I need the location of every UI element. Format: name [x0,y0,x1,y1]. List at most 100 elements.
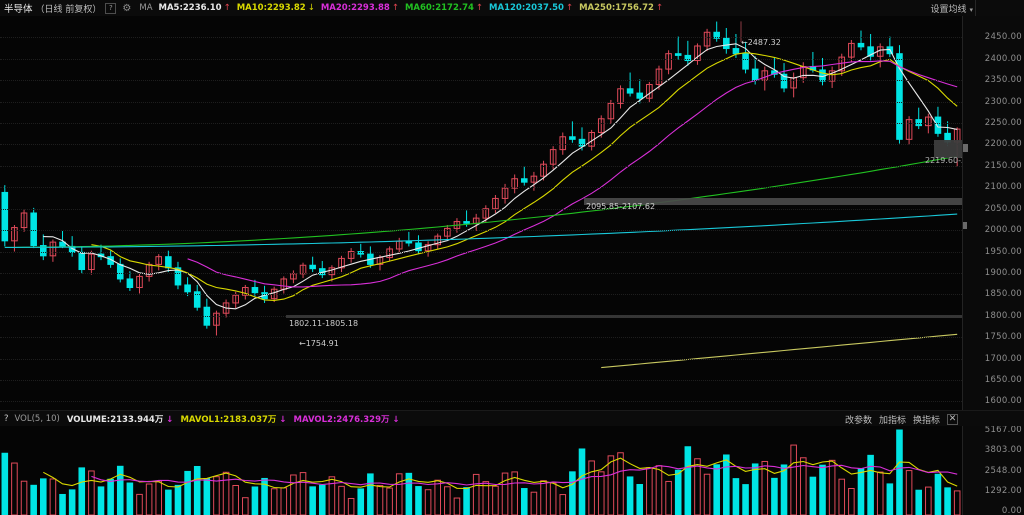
ma-line-ma20 [187,60,958,288]
price-gridline [0,187,962,189]
price-axis-label: 2450.00 [984,32,1022,43]
price-gridline [0,144,962,146]
price-gridline [0,101,962,103]
cursor-price-label: 2219.60-2254.37 [925,156,962,165]
mavol2-line [91,464,958,486]
volume-value-mavol2: MAVOL2:2476.329万 ↓ [293,415,400,425]
price-axis-label: 1900.00 [984,267,1022,278]
support-band-label: 1802.11-1805.18 [289,319,359,328]
price-axis-label: 2200.00 [984,139,1022,150]
low-price-annotation: ←1754.91 [299,339,339,348]
price-gridline [0,123,962,125]
axis-price-marker [963,144,968,152]
set-ma-button[interactable]: 设置均线 ▾ [930,2,975,15]
axis-price-marker-2 [963,222,967,229]
volume-axis-label: 0.00 [1001,506,1022,515]
ma-line-ma250 [601,333,958,369]
resistance-band-label: 2095.85-2107.62 [586,202,656,211]
price-gridline [0,37,962,39]
price-axis-label: 1800.00 [984,310,1022,321]
volume-axis-label: 3803.00 [984,445,1022,456]
volume-indicator-label[interactable]: VOL(5, 10) [14,414,60,424]
ma-trend-arrow: ↑ [475,3,484,13]
volume-help-icon[interactable]: ? [4,414,9,424]
volume-values-list: VOLUME:2133.944万 ↓ MAVOL1:2183.037万 ↓ MAVO… [60,413,400,425]
volume-bars-canvas[interactable] [0,426,962,515]
support-band [286,315,962,318]
candlestick-canvas[interactable] [0,16,962,410]
price-axis-label: 1850.00 [984,289,1022,300]
volume-trend-arrow: ↓ [389,415,400,425]
price-gridline [0,401,962,403]
ma-group-label: MA [139,3,153,13]
ma-trend-arrow: ↑ [655,3,664,13]
ma-value-ma60: MA60:2172.74 ↑ [404,3,484,13]
volume-axis-label: 5167.00 [984,426,1022,435]
price-chart-pane[interactable]: 2095.85-2107.62 1802.11-1805.18 ←2487.32… [0,16,962,410]
volume-axis-label: 2548.00 [984,465,1022,476]
mavol1-line [43,457,958,490]
period-label[interactable]: （日线 前复权） [35,4,102,15]
price-axis-label: 1600.00 [984,396,1022,407]
add-indicator-button[interactable]: 加指标 [878,415,906,426]
close-icon[interactable]: ✕ [947,413,958,425]
price-gridline [0,208,962,210]
ma-value-ma120: MA120:2037.50 ↑ [489,3,574,13]
price-axis-label: 2150.00 [984,160,1022,171]
ma-line-ma5 [43,43,958,310]
price-axis[interactable]: 2450.00 2400.00 2350.00 2300.00 2250.00 2200.… [962,16,1024,410]
ma-values-list: MA5:2236.10 ↑ MA10:2293.82 ↓ MA20:2293.88 ↑ MA… [153,3,664,13]
chart-header-bar: 半导体 （日线 前复权） ? ⚙ MA MA5:2236.10 ↑ MA10:229… [0,0,1024,17]
ma-line-ma60 [4,155,958,248]
change-params-button[interactable]: 改参数 [844,415,872,426]
price-gridline [0,380,962,382]
switch-indicator-button[interactable]: 换指标 [912,415,940,426]
price-axis-label: 2400.00 [984,53,1022,64]
price-axis-label: 2300.00 [984,96,1022,107]
set-ma-label: 设置均线 [930,4,967,15]
price-gridline [0,80,962,82]
price-gridline [0,58,962,60]
price-axis-label: 2250.00 [984,118,1022,129]
volume-bar-series [1,429,961,515]
ma-value-ma20: MA20:2293.88 ↑ [320,3,399,13]
price-axis-label: 2050.00 [984,203,1022,214]
price-gridline [0,337,962,339]
ma-line-ma120 [4,213,958,248]
volume-trend-arrow: ↓ [163,415,174,425]
price-gridline [0,294,962,296]
volume-value-volume: VOLUME:2133.944万 ↓ [66,415,174,425]
volume-chart-pane[interactable] [0,426,962,515]
price-axis-label: 1950.00 [984,246,1022,257]
price-gridline [0,230,962,232]
price-axis-label: 2350.00 [984,75,1022,86]
header-divider [975,0,1022,16]
price-axis-label: 1700.00 [984,353,1022,364]
volume-header-bar: ? VOL(5, 10) VOLUME:2133.944万 ↓ MAVOL1:21… [0,410,1024,427]
price-axis-label: 2100.00 [984,182,1022,193]
price-axis-label: 1650.00 [984,375,1022,386]
volume-axis-label: 1292.00 [984,485,1022,496]
resistance-band [584,198,962,205]
header-right-group: 设置均线 ▾ [930,0,1022,16]
ma-value-ma5: MA5:2236.10 ↑ [158,3,231,13]
ma-trend-arrow: ↑ [565,3,574,13]
price-axis-label: 2000.00 [984,225,1022,236]
volume-trend-arrow: ↓ [276,415,287,425]
ma-trend-arrow: ↓ [307,3,315,13]
chevron-down-icon: ▾ [969,5,973,14]
price-gridline [0,251,962,253]
help-icon[interactable]: ? [105,2,117,14]
ma-trend-arrow: ↑ [391,3,399,13]
candlestick-series [1,21,961,336]
price-gridline [0,272,962,274]
high-price-annotation: ←2487.32 [741,38,781,47]
symbol-name[interactable]: 半导体 [4,4,33,15]
volume-axis[interactable]: 5167.00 3803.00 2548.00 1292.00 0.00 [962,426,1024,515]
ma-value-ma10: MA10:2293.82 ↓ [236,3,315,13]
price-gridline [0,358,962,360]
gear-icon[interactable]: ⚙ [122,2,132,14]
volume-actions-group: 改参数 加指标 换指标 ✕ [845,411,962,427]
volume-value-mavol1: MAVOL1:2183.037万 ↓ [180,415,287,425]
